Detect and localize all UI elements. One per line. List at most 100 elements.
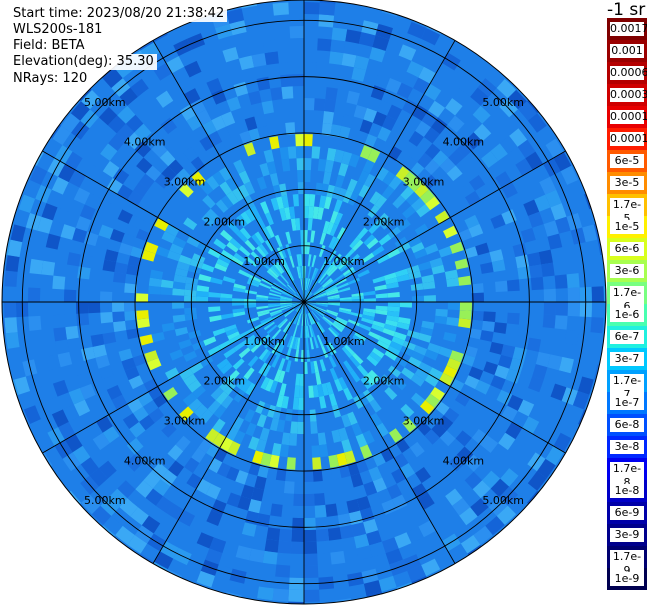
outer-gate xyxy=(168,159,184,175)
outer-gate xyxy=(462,96,481,115)
outer-gate xyxy=(483,311,496,323)
inner-gate xyxy=(271,342,280,354)
mid-gate xyxy=(148,277,162,287)
inner-gate xyxy=(296,254,301,267)
inner-gate xyxy=(368,221,381,235)
inner-gate xyxy=(328,393,338,407)
mid-gate xyxy=(402,340,417,351)
inner-gate xyxy=(336,316,348,324)
inner-gate xyxy=(301,313,304,326)
outer-gate xyxy=(447,115,465,133)
mid-gate xyxy=(297,421,304,434)
outer-gate xyxy=(248,499,262,514)
inner-gate xyxy=(280,297,293,301)
mid-gate xyxy=(429,257,444,268)
inner-gate xyxy=(226,241,239,253)
inner-gate xyxy=(362,311,376,317)
inner-gate xyxy=(393,331,407,341)
inner-gate xyxy=(312,268,319,281)
inner-gate xyxy=(236,230,248,243)
mid-gate xyxy=(406,329,420,340)
inner-gate xyxy=(243,334,256,345)
inner-gate xyxy=(263,337,274,349)
inner-gate xyxy=(292,397,299,410)
outer-gate xyxy=(314,98,326,112)
outer-gate xyxy=(257,586,274,601)
outer-gate xyxy=(485,516,505,536)
outer-gate xyxy=(386,104,403,121)
mid-gate xyxy=(363,173,376,188)
outer-gate xyxy=(377,488,392,504)
outer-gate xyxy=(319,0,336,4)
range-label: 3.00km xyxy=(403,175,445,188)
mid-gate xyxy=(352,181,364,196)
mid-gate xyxy=(279,146,289,160)
inner-gate xyxy=(233,252,246,263)
inner-gate xyxy=(384,350,398,361)
mid-gate xyxy=(200,356,214,368)
outer-gate xyxy=(526,99,539,114)
colorbar-tick-label: 1e-9 xyxy=(610,572,644,586)
outer-gate xyxy=(545,138,564,158)
mid-gate xyxy=(192,385,206,399)
outer-gate xyxy=(5,255,20,272)
outer-gate xyxy=(539,176,557,195)
inner-gate xyxy=(338,287,351,293)
inner-gate xyxy=(221,313,234,320)
outer-gate xyxy=(473,445,491,463)
inner-gate xyxy=(309,337,314,350)
mid-gate xyxy=(348,153,360,168)
inner-gate xyxy=(216,258,230,268)
inner-gate xyxy=(305,325,308,338)
inner-gate xyxy=(280,302,293,305)
inner-gate xyxy=(317,384,324,397)
inner-gate xyxy=(208,291,221,298)
inner-gate xyxy=(335,318,347,326)
outer-gate xyxy=(235,545,252,561)
outer-gate xyxy=(166,56,185,74)
outer-gate xyxy=(95,389,112,406)
mid-gate xyxy=(202,194,216,209)
mid-gate xyxy=(401,367,415,380)
outer-gate xyxy=(489,249,504,263)
outer-gate xyxy=(385,77,402,94)
inner-gate xyxy=(297,313,302,326)
inner-gate xyxy=(350,311,363,318)
outer-gate xyxy=(325,503,338,517)
outer-gate xyxy=(456,446,474,464)
inner-gate xyxy=(258,348,269,361)
mid-gate xyxy=(326,147,337,162)
outer-gate xyxy=(536,458,556,479)
inner-gate xyxy=(268,303,281,306)
outer-gate xyxy=(167,444,184,461)
outer-gate xyxy=(464,471,483,490)
inner-gate xyxy=(220,249,234,260)
inner-gate xyxy=(386,282,399,289)
outer-gate xyxy=(460,353,476,367)
outer-gate xyxy=(481,436,499,454)
mid-gate xyxy=(233,389,246,403)
inner-gate xyxy=(256,299,269,302)
outer-gate xyxy=(7,239,23,257)
outer-gate xyxy=(472,480,491,499)
outer-gate xyxy=(41,203,58,221)
outer-gate xyxy=(398,44,417,61)
mid-gate xyxy=(353,395,364,409)
mid-gate xyxy=(213,404,227,419)
inner-gate xyxy=(282,321,291,333)
inner-gate xyxy=(316,322,324,334)
outer-gate xyxy=(244,116,258,131)
outer-gate xyxy=(100,443,118,461)
mid-gate xyxy=(413,248,428,259)
mid-gate xyxy=(260,402,271,417)
inner-gate xyxy=(358,323,372,332)
outer-gate xyxy=(304,2,320,15)
outer-gate xyxy=(68,388,85,405)
outer-gate xyxy=(481,150,499,168)
outer-gate xyxy=(65,325,79,340)
outer-gate xyxy=(409,441,425,458)
outer-gate xyxy=(70,483,90,503)
mid-gate xyxy=(411,295,424,302)
aerosol-ring-gate xyxy=(252,450,264,465)
inner-gate xyxy=(305,337,310,350)
